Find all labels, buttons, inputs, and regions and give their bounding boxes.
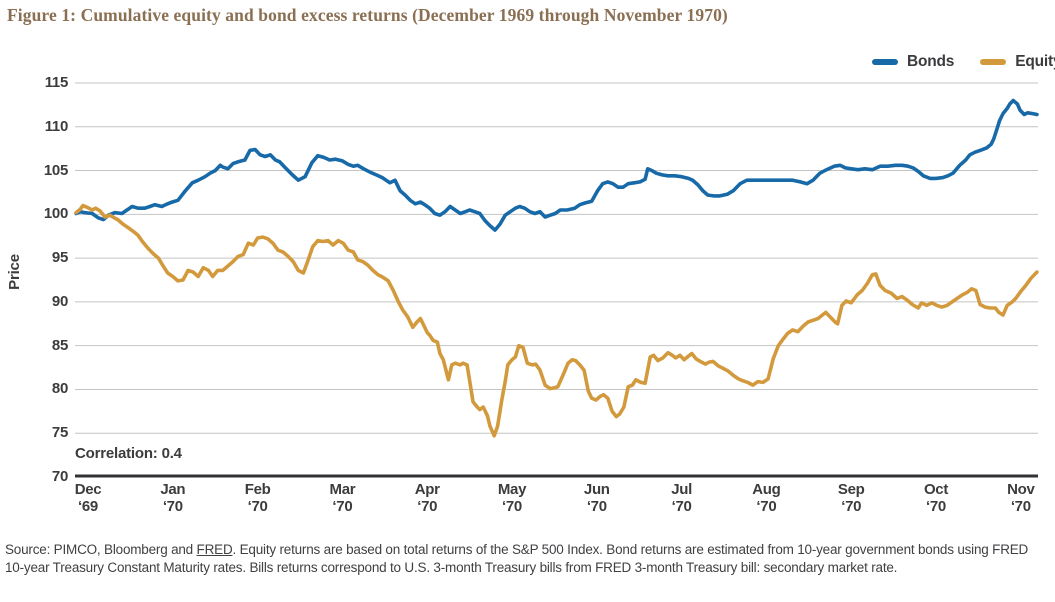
y-tick-label-105: 105	[43, 161, 68, 179]
legend-item-equity: Equity	[980, 53, 1055, 71]
legend-item-bonds: Bonds	[872, 53, 954, 71]
legend-label-equity: Equity	[1015, 53, 1055, 70]
fred-link[interactable]: FRED	[196, 542, 233, 557]
figure-title: Figure 1: Cumulative equity and bond exc…	[7, 5, 728, 25]
chart-legend: Bonds Equity	[872, 53, 1055, 71]
x-tick-label-dec: Dec ‘69	[74, 481, 102, 515]
x-tick-label-jun: Jun ‘70	[583, 481, 610, 515]
x-tick-label-jan: Jan ‘70	[160, 481, 186, 515]
y-axis-title: Price	[6, 254, 23, 290]
correlation-annotation: Correlation: 0.4	[75, 445, 182, 462]
y-tick-label-115: 115	[44, 74, 69, 91]
x-tick-label-nov: Nov ‘70	[1007, 481, 1035, 515]
y-tick-label-85: 85	[51, 336, 68, 354]
y-tick-label-100: 100	[43, 205, 68, 223]
x-tick-label-jul: Jul ‘70	[671, 481, 692, 515]
x-tick-label-aug: Aug ‘70	[752, 481, 781, 515]
y-tick-label-80: 80	[51, 380, 68, 398]
source-note: Source: PIMCO, Bloomberg and FRED. Equit…	[5, 541, 1047, 577]
y-tick-label-70: 70	[51, 468, 68, 485]
y-tick-label-110: 110	[44, 117, 69, 135]
y-tick-label-75: 75	[51, 424, 68, 442]
bonds-line	[74, 98, 1039, 232]
x-tick-label-may: May ‘70	[497, 481, 527, 515]
bonds-line-swatch-icon	[872, 59, 898, 65]
legend-label-bonds: Bonds	[907, 53, 955, 70]
source-note-suffix: . Equity returns are based on total retu…	[5, 542, 1029, 575]
x-tick-label-mar: Mar ‘70	[329, 481, 356, 515]
y-tick-label-90: 90	[51, 292, 68, 310]
x-tick-label-apr: Apr ‘70	[414, 481, 440, 515]
x-tick-label-sep: Sep ‘70	[837, 481, 865, 515]
equity-line	[74, 203, 1039, 438]
source-note-prefix: Source: PIMCO, Bloomberg and	[5, 542, 197, 557]
equity-line-swatch-icon	[980, 59, 1007, 65]
x-tick-label-oct: Oct ‘70	[923, 481, 949, 515]
x-tick-label-feb: Feb ‘70	[244, 481, 271, 515]
y-tick-label-95: 95	[51, 249, 68, 267]
